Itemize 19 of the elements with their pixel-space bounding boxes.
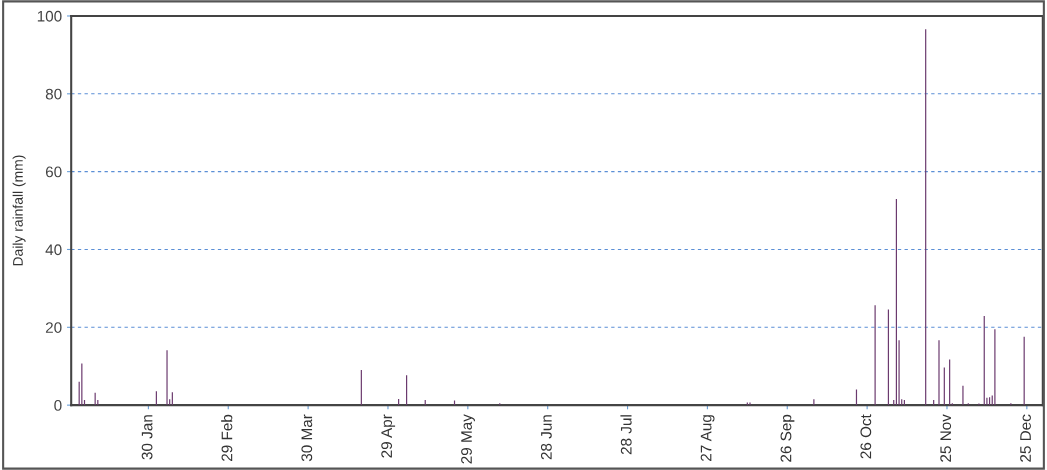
x-tick-label: 26 Oct <box>860 414 872 459</box>
y-tick-label: 20 <box>45 322 62 333</box>
x-tick-label: 27 Aug <box>700 415 715 461</box>
x-tick-label: 29 May <box>461 414 475 464</box>
x-tick-label: 25 Nov <box>940 414 952 462</box>
x-tick-label: 30 Mar <box>301 414 313 462</box>
y-tick-label: 0 <box>54 400 62 411</box>
y-tick-label: 60 <box>45 166 62 178</box>
y-tick-label: 40 <box>45 244 62 256</box>
x-tick-label: 26 Sep <box>780 414 795 462</box>
y-axis-title: Daily rainfall (mm) <box>12 155 26 266</box>
y-tick-label: 100 <box>37 10 62 22</box>
x-tick-label: 29 Apr <box>381 414 396 458</box>
x-tick-label: 29 Feb <box>221 414 233 461</box>
x-tick-label: 28 Jul <box>620 415 632 455</box>
y-tick-label: 80 <box>45 88 62 100</box>
x-tick-label: 28 Jun <box>540 415 552 460</box>
x-tick-label: 30 Jan <box>141 415 153 460</box>
x-tick-label: 25 Dec <box>1020 414 1031 462</box>
